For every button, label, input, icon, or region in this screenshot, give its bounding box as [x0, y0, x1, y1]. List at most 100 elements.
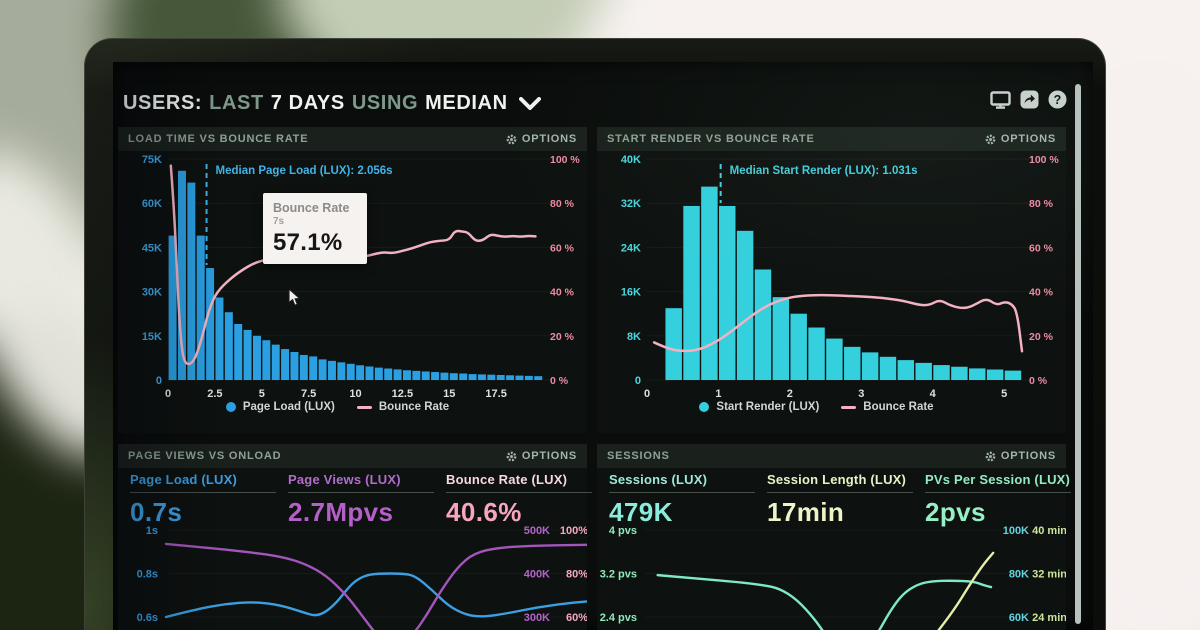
tooltip-value: 57.1% — [273, 229, 343, 256]
legend-item: Bounce Rate — [356, 401, 449, 413]
gear-icon — [506, 451, 517, 461]
svg-text:10: 10 — [349, 388, 361, 400]
scrollbar[interactable] — [1075, 84, 1081, 624]
svg-text:60K: 60K — [1009, 612, 1029, 624]
options-button[interactable]: OPTIONS — [985, 133, 1056, 145]
help-icon[interactable]: ? — [1048, 90, 1067, 114]
svg-text:17.5: 17.5 — [485, 388, 506, 400]
title-part: USERS: — [123, 91, 203, 114]
legend-item: Start Render (LUX) — [699, 401, 819, 413]
svg-text:15K: 15K — [142, 331, 162, 343]
title-part: USING — [351, 91, 419, 114]
metric-page-views: Page Views (LUX) 2.7Mpvs — [288, 472, 438, 528]
svg-text:75K: 75K — [142, 154, 162, 166]
svg-text:40 %: 40 % — [1029, 287, 1054, 299]
share-icon[interactable] — [1020, 90, 1039, 114]
load-time-histogram[interactable]: 0 % 20 % 40 % 60 % 80 % 100 % 0 15K 30K 45K 60K 75K… — [118, 151, 587, 433]
svg-text:80 %: 80 % — [1029, 198, 1054, 210]
chart-legend: Page Load (LUX) Bounce Rate — [118, 401, 557, 413]
svg-text:0: 0 — [165, 388, 171, 400]
tooltip-bucket: 7s — [273, 216, 285, 227]
panel-title: START RENDER VS BOUNCE RATE — [607, 133, 815, 145]
display-icon[interactable] — [990, 90, 1011, 114]
svg-text:3: 3 — [858, 388, 864, 400]
svg-text:20 %: 20 % — [550, 331, 575, 343]
svg-text:2.4 pvs: 2.4 pvs — [600, 612, 637, 624]
svg-text:40K: 40K — [621, 154, 641, 166]
dashboard-screen: USERS: LAST 7 DAYS USING MEDIAN ? LOAD T… — [113, 62, 1093, 630]
svg-text:24 min: 24 min — [1032, 612, 1066, 624]
dashboard-title[interactable]: USERS: LAST 7 DAYS USING MEDIAN — [123, 88, 541, 118]
sessions-lines[interactable]: 4 pvs 3.2 pvs 2.4 pvs 100K 80K 60K 40 min 32 mi… — [597, 468, 1066, 630]
svg-text:60 %: 60 % — [1029, 242, 1054, 254]
svg-text:7.5: 7.5 — [301, 388, 316, 400]
svg-text:16K: 16K — [621, 287, 641, 299]
svg-text:45K: 45K — [142, 242, 162, 254]
svg-text:0: 0 — [156, 375, 162, 387]
svg-text:20 %: 20 % — [1029, 331, 1054, 343]
metric-pvs-per-session: PVs Per Session (LUX) 2pvs — [925, 472, 1071, 527]
title-part: MEDIAN — [425, 91, 508, 114]
gear-icon — [985, 451, 996, 461]
svg-text:30K: 30K — [142, 287, 162, 299]
metric-bounce-rate: Bounce Rate (LUX) 40.6% — [446, 472, 596, 528]
svg-text:0.6s: 0.6s — [137, 612, 158, 624]
svg-text:40 %: 40 % — [550, 287, 575, 299]
mouse-cursor-icon — [288, 287, 302, 312]
title-part: LAST — [209, 91, 264, 114]
metric-sessions: Sessions (LUX) 479K — [609, 472, 759, 528]
svg-text:4 pvs: 4 pvs — [609, 525, 637, 537]
svg-text:0: 0 — [644, 388, 650, 400]
chart-tooltip: Bounce Rate 7s 57.1% — [263, 193, 367, 264]
svg-text:5: 5 — [1001, 388, 1007, 400]
svg-text:12.5: 12.5 — [392, 388, 413, 400]
svg-text:100%: 100% — [560, 525, 587, 537]
chevron-down-icon[interactable] — [518, 93, 541, 116]
svg-text:0.8s: 0.8s — [137, 569, 158, 581]
svg-text:40 min: 40 min — [1032, 525, 1066, 537]
svg-text:500K: 500K — [524, 525, 550, 537]
panel-start-render-vs-bounce-rate: START RENDER VS BOUNCE RATE OPTIONS 0 % 2… — [597, 127, 1066, 433]
svg-text:60K: 60K — [142, 198, 162, 210]
gear-icon — [506, 134, 517, 144]
svg-text:4: 4 — [930, 388, 937, 400]
svg-text:60 %: 60 % — [550, 242, 575, 254]
gear-icon — [985, 134, 996, 144]
svg-text:5: 5 — [259, 388, 265, 400]
svg-text:Median Page Load (LUX): 2.056s: Median Page Load (LUX): 2.056s — [216, 165, 393, 177]
svg-text:2.5: 2.5 — [207, 388, 222, 400]
panel-load-time-vs-bounce-rate: LOAD TIME VS BOUNCE RATE OPTIONS 0 % 20 %… — [118, 127, 587, 433]
options-button[interactable]: OPTIONS — [985, 450, 1056, 462]
svg-text:80K: 80K — [1009, 569, 1029, 581]
svg-text:1: 1 — [715, 388, 721, 400]
page-views-onload-lines[interactable]: 1s 0.8s 0.6s 500K 400K 300K 100% 80% 60% — [118, 468, 587, 630]
svg-text:100 %: 100 % — [1029, 154, 1059, 166]
svg-text:80%: 80% — [566, 569, 587, 581]
svg-text:3.2 pvs: 3.2 pvs — [600, 569, 637, 581]
title-part: 7 DAYS — [270, 91, 345, 114]
svg-text:0: 0 — [635, 375, 641, 387]
metric-page-load: Page Load (LUX) 0.7s — [130, 472, 280, 528]
svg-text:0 %: 0 % — [550, 375, 569, 387]
svg-text:0 %: 0 % — [1029, 375, 1048, 387]
panel-page-views-vs-onload: PAGE VIEWS VS ONLOAD OPTIONS Page Load (… — [118, 444, 592, 630]
options-button[interactable]: OPTIONS — [506, 133, 577, 145]
tooltip-series: Bounce Rate — [273, 201, 350, 215]
svg-text:100K: 100K — [1003, 525, 1029, 537]
svg-text:Median Start Render (LUX): 1.0: Median Start Render (LUX): 1.031s — [730, 165, 918, 177]
panel-sessions: SESSIONS OPTIONS Sessions (LUX) 479K Ses… — [597, 444, 1071, 630]
start-render-histogram[interactable]: 0 % 20 % 40 % 60 % 80 % 100 % 0 8K 16K 24K 32K 40K 0… — [597, 151, 1066, 433]
svg-text:100 %: 100 % — [550, 154, 580, 166]
svg-text:32K: 32K — [621, 198, 641, 210]
options-button[interactable]: OPTIONS — [506, 450, 577, 462]
svg-text:8K: 8K — [627, 331, 641, 343]
svg-text:60%: 60% — [566, 612, 587, 624]
chart-legend: Start Render (LUX) Bounce Rate — [597, 401, 1036, 413]
svg-text:400K: 400K — [524, 569, 550, 581]
legend-item: Bounce Rate — [841, 401, 934, 413]
svg-text:80 %: 80 % — [550, 198, 575, 210]
svg-text:24K: 24K — [621, 242, 641, 254]
svg-text:1s: 1s — [146, 525, 158, 537]
svg-text:15: 15 — [443, 388, 455, 400]
